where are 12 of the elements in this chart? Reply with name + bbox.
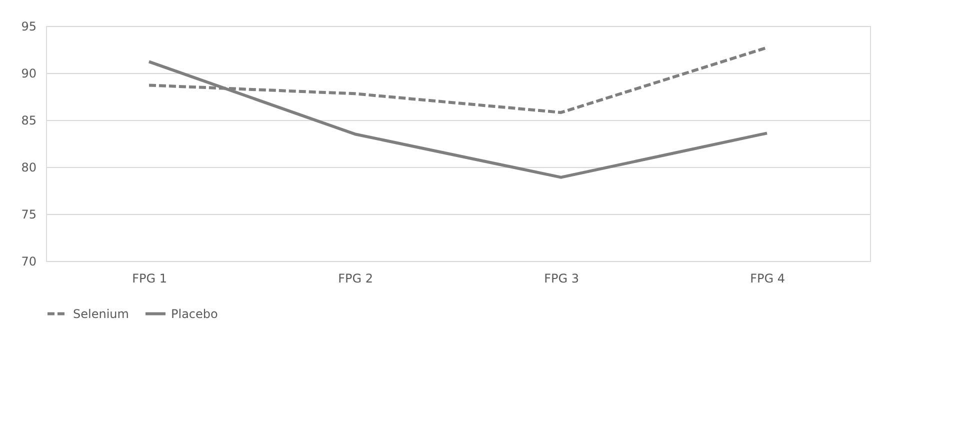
x-tick-label: FPG 3 — [544, 272, 579, 286]
y-tick-label: 75 — [21, 208, 36, 222]
y-tick-label: 70 — [21, 254, 36, 268]
y-tick-label: 85 — [21, 114, 36, 128]
y-tick-label: 80 — [21, 160, 36, 174]
y-tick-label: 95 — [21, 20, 36, 34]
x-tick-label: FPG 4 — [750, 272, 785, 286]
legend-label: Placebo — [171, 306, 218, 321]
legend-label: Selenium — [73, 306, 129, 321]
y-tick-label: 90 — [21, 66, 36, 80]
x-tick-label: FPG 2 — [338, 272, 373, 286]
x-tick-label: FPG 1 — [132, 272, 167, 286]
